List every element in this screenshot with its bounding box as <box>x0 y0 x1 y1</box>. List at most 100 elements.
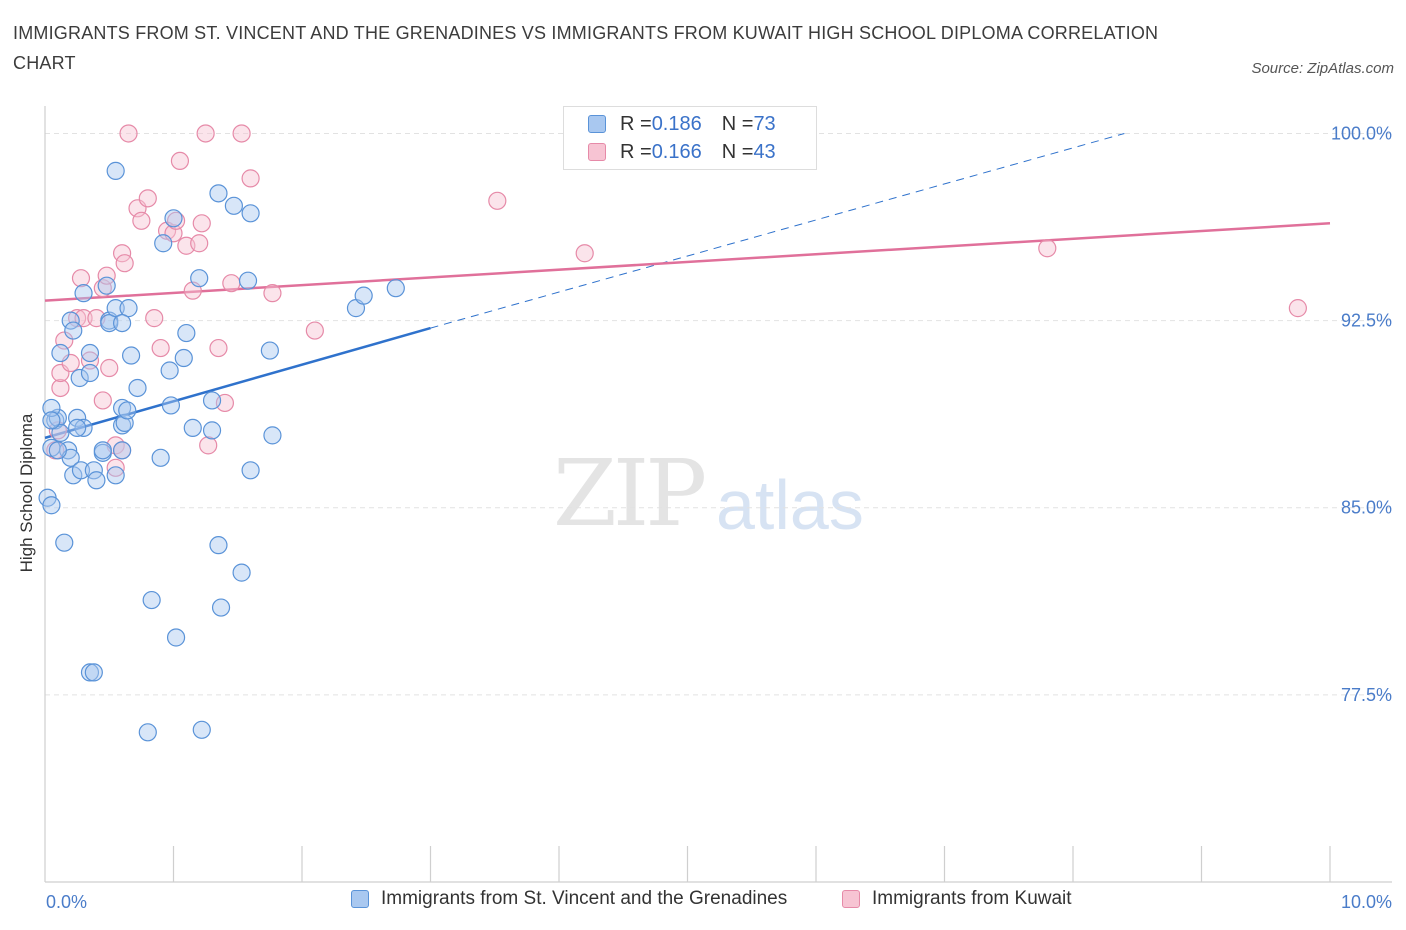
data-point-kuwait <box>170 151 190 171</box>
data-point-st-vincent <box>151 448 170 467</box>
data-point-st-vincent <box>241 204 260 223</box>
data-point-st-vincent <box>386 279 405 298</box>
data-point-st-vincent <box>84 663 103 682</box>
data-point-st-vincent <box>97 276 116 295</box>
data-point-st-vincent <box>112 313 132 333</box>
n-value: 73 <box>753 112 776 135</box>
data-point-kuwait <box>93 391 112 410</box>
r-label: R = <box>620 140 652 163</box>
trend-line-kuwait <box>44 222 1331 302</box>
data-point-st-vincent <box>48 441 67 460</box>
data-point-kuwait <box>51 378 70 398</box>
trend-line-st-vincent <box>44 326 431 440</box>
data-point-st-vincent <box>166 628 186 647</box>
data-point-kuwait <box>1288 299 1307 318</box>
data-point-kuwait <box>199 436 218 455</box>
legend-label-series1: Immigrants from St. Vincent and the Gren… <box>381 888 788 909</box>
data-point-st-vincent <box>59 441 78 460</box>
y-tick-label: 85.0% <box>1341 498 1392 518</box>
legend-item-series2: Immigrants from Kuwait <box>842 888 1072 910</box>
source-label: Source: ZipAtlas.com <box>1251 60 1394 77</box>
data-point-kuwait <box>488 191 507 210</box>
x-tick-label: 0.0% <box>46 892 87 912</box>
data-point-st-vincent <box>238 271 258 290</box>
y-tick-label: 77.5% <box>1341 685 1392 705</box>
data-point-kuwait <box>241 169 260 188</box>
trend-lines <box>44 132 1331 440</box>
watermark-atlas: atlas <box>716 466 864 544</box>
data-point-st-vincent <box>161 396 181 415</box>
data-point-st-vincent <box>121 346 141 365</box>
data-point-kuwait <box>263 284 282 303</box>
data-point-st-vincent <box>119 299 138 318</box>
data-point-st-vincent <box>93 441 112 460</box>
legend-item-series1: Immigrants from St. Vincent and the Gren… <box>351 888 787 910</box>
watermark-zip: ZIP <box>553 440 707 547</box>
data-point-st-vincent <box>138 723 157 742</box>
x-tick-label: 10.0% <box>1341 892 1392 912</box>
data-point-st-vincent <box>128 378 147 398</box>
data-point-st-vincent <box>68 418 87 437</box>
data-point-st-vincent <box>74 284 93 303</box>
data-point-st-vincent <box>70 368 89 388</box>
data-point-st-vincent <box>241 461 260 480</box>
data-point-kuwait <box>115 254 134 273</box>
data-point-st-vincent <box>174 348 193 368</box>
legend-swatch-pink <box>588 143 606 161</box>
data-point-st-vincent <box>51 423 70 442</box>
chart-title: IMMIGRANTS FROM ST. VINCENT AND THE GREN… <box>13 23 1159 73</box>
data-points <box>38 124 1307 742</box>
data-point-st-vincent <box>42 411 61 430</box>
data-point-st-vincent <box>80 343 100 363</box>
data-point-st-vincent <box>74 418 93 437</box>
data-point-st-vincent <box>112 441 132 460</box>
legend-swatch-blue <box>351 890 369 908</box>
n-label: N = <box>721 140 754 163</box>
data-point-st-vincent <box>154 234 173 253</box>
data-point-st-vincent <box>211 598 231 617</box>
data-point-st-vincent <box>232 563 251 582</box>
n-value: 43 <box>753 140 776 163</box>
data-point-st-vincent <box>202 391 222 410</box>
data-point-st-vincent <box>354 286 373 305</box>
r-value: 0.166 <box>651 140 702 163</box>
r-label: R = <box>620 112 652 135</box>
data-point-st-vincent <box>190 269 209 288</box>
y-tick-label: 100.0% <box>1331 123 1392 143</box>
data-point-kuwait <box>151 338 170 358</box>
data-point-kuwait <box>97 266 116 285</box>
data-point-st-vincent <box>106 299 125 318</box>
data-point-st-vincent <box>106 161 125 180</box>
legend-label-series2: Immigrants from Kuwait <box>872 888 1072 909</box>
data-point-st-vincent <box>42 398 61 418</box>
data-point-st-vincent <box>263 426 282 445</box>
data-point-kuwait <box>196 124 215 143</box>
data-point-st-vincent <box>87 471 106 490</box>
data-point-kuwait <box>119 124 138 143</box>
data-point-st-vincent <box>224 196 243 215</box>
data-point-kuwait <box>80 351 100 370</box>
data-point-st-vincent <box>118 401 137 420</box>
data-point-st-vincent <box>209 184 228 203</box>
correlation-legend: R = 0.186 N = 73 R = 0.166 N = 43 <box>563 106 817 170</box>
axes <box>44 106 1392 883</box>
data-point-st-vincent <box>80 363 100 383</box>
data-point-kuwait <box>222 274 241 293</box>
y-tick-label: 92.5% <box>1341 311 1392 331</box>
tick-labels: 100.0% 92.5% 85.0% 77.5% 0.0% 10.0% <box>46 123 1392 912</box>
data-point-kuwait <box>575 244 594 263</box>
data-point-kuwait <box>100 358 119 378</box>
legend-swatch-pink <box>842 890 860 908</box>
data-point-kuwait <box>132 211 151 230</box>
data-point-kuwait <box>190 234 209 253</box>
data-point-st-vincent <box>209 536 228 555</box>
legend-row-series2: R = 0.166 N = 43 <box>588 139 776 165</box>
data-point-st-vincent <box>160 361 179 380</box>
data-point-st-vincent <box>202 421 222 440</box>
data-point-st-vincent <box>68 408 87 428</box>
grid-lines <box>45 132 1390 696</box>
data-point-st-vincent <box>260 341 279 360</box>
data-point-st-vincent <box>142 590 161 610</box>
legend-row-series1: R = 0.186 N = 73 <box>588 111 776 137</box>
